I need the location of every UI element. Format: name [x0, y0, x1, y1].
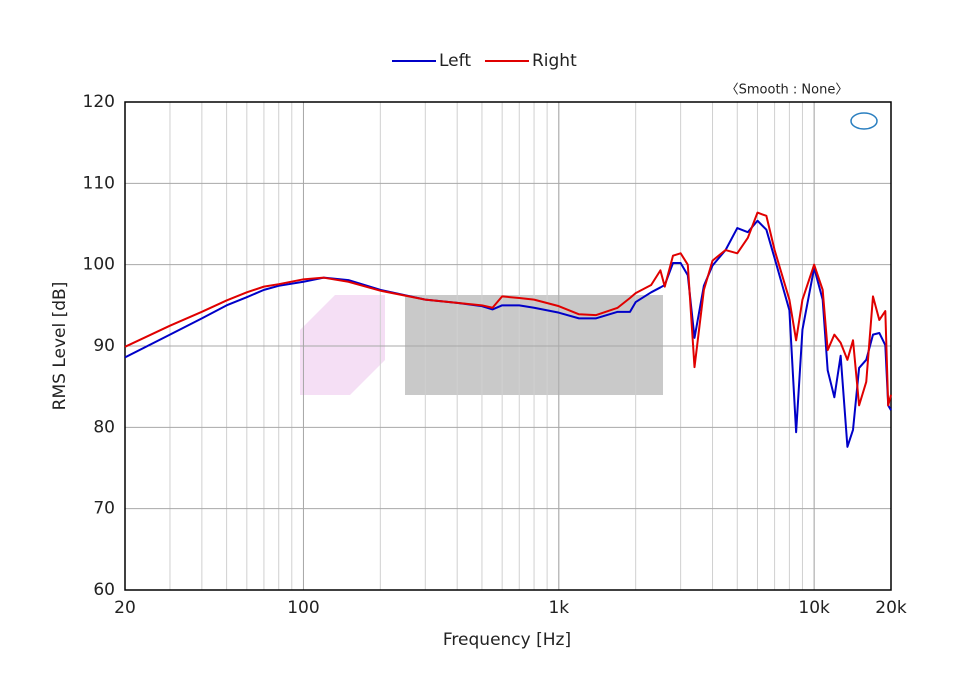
y-tick-label: 80 [93, 417, 115, 437]
x-tick-label: 100 [287, 598, 319, 618]
annotation: 〈Smooth : None〉 [726, 83, 849, 98]
series-line [124, 211, 892, 407]
y-axis-label: RMS Level [dB] [50, 282, 70, 411]
x-tick-label: 20 [114, 598, 136, 618]
x-axis-label: Frequency [Hz] [443, 630, 571, 650]
legend-label: Right [532, 51, 577, 71]
y-tick-label: 90 [93, 336, 115, 356]
x-tick-label: 20k [875, 598, 907, 618]
y-tick-label: 120 [83, 92, 115, 112]
x-tick-label: 10k [798, 598, 830, 618]
series-line [124, 219, 892, 448]
ap-logo [850, 112, 878, 130]
y-tick-label: 110 [83, 173, 115, 193]
y-tick-label: 70 [93, 499, 115, 519]
y-tick-label: 100 [83, 255, 115, 275]
legend-label: Left [439, 51, 471, 71]
x-tick-label: 1k [548, 598, 569, 618]
y-tick-label: 60 [93, 580, 115, 600]
